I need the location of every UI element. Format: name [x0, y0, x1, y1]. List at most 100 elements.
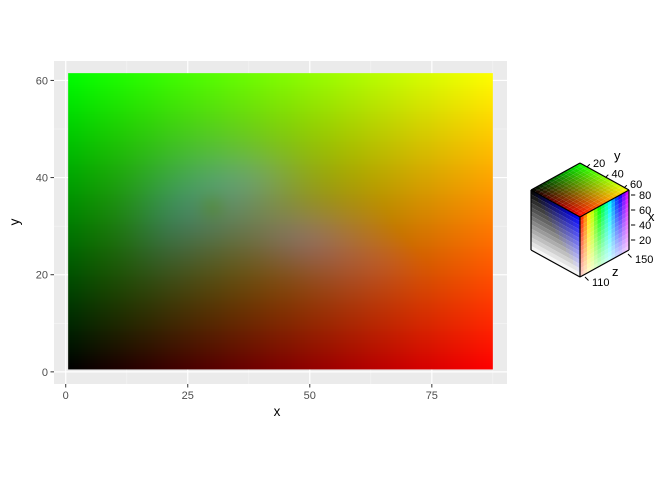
legend-cell-right: [604, 235, 608, 243]
legend-cell-right: [622, 239, 626, 246]
legend-tick-label: 40: [612, 169, 624, 181]
legend-cell-right: [590, 252, 594, 259]
legend-cell-right: [611, 223, 615, 230]
legend-cell-left: [555, 254, 559, 262]
legend-cell-left: [545, 236, 549, 243]
legend-cell-right: [622, 221, 626, 229]
legend-cell-top: [573, 203, 580, 208]
legend-cell-left: [531, 224, 535, 231]
legend-cell-top: [573, 184, 580, 189]
legend-cell-right: [580, 219, 584, 226]
legend-cell-left: [534, 204, 538, 211]
legend-cell-top: [566, 199, 573, 204]
legend-cell-left: [541, 234, 545, 241]
legend-cell-right: [604, 210, 608, 217]
legend-cell-top: [562, 186, 570, 190]
legend-cell-left: [548, 203, 552, 211]
legend-cell-right: [587, 224, 591, 231]
legend-cell-top: [573, 211, 580, 216]
legend-cell-right: [597, 252, 601, 259]
legend-cell-right: [590, 226, 594, 233]
legend-cell-top: [580, 203, 587, 208]
legend-cell-left: [555, 220, 559, 227]
legend-cell-left: [552, 210, 556, 217]
legend-cell-left: [541, 238, 545, 245]
legend-cell-top: [559, 176, 566, 181]
legend-cell-left: [534, 243, 538, 250]
legend-cell-left: [552, 214, 556, 221]
legend-cell-right: [604, 218, 608, 225]
legend-cell-left: [548, 221, 552, 228]
legend-cell-right: [590, 243, 594, 250]
legend-cell-left: [569, 262, 573, 269]
legend-cell-left: [545, 210, 549, 217]
legend-cell-left: [548, 212, 552, 219]
legend-cell-right: [611, 249, 615, 256]
legend-tick-label: 40: [639, 220, 651, 232]
legend-cell-left: [566, 260, 570, 267]
legend-cell-top: [562, 197, 570, 202]
legend-cell-top: [597, 174, 605, 179]
legend-tick-label: 150: [635, 254, 653, 266]
legend-cell-left: [576, 253, 580, 260]
legend-cell-left: [576, 232, 580, 239]
legend-cell-right: [611, 227, 615, 234]
legend-cell-left: [562, 245, 566, 253]
legend-cell-top: [583, 178, 591, 183]
legend-cell-top: [583, 190, 591, 194]
legend-edge: [579, 189, 630, 218]
legend-cell-top: [587, 172, 594, 177]
legend-cell-right: [615, 234, 619, 241]
legend-cell-right: [625, 237, 629, 244]
legend-cell-top: [573, 172, 580, 177]
legend-cell-left: [545, 227, 549, 234]
legend-cell-top: [576, 201, 584, 206]
legend-cell-top: [590, 186, 598, 190]
legend-cell-left: [573, 251, 577, 258]
legend-cell-top: [597, 201, 605, 206]
legend-cell-right: [583, 221, 587, 228]
legend-cell-right: [622, 204, 626, 211]
legend-cell-top: [569, 190, 577, 194]
legend-cell-top: [597, 178, 605, 183]
legend-cell-left: [534, 230, 538, 237]
legend-tick: [627, 253, 632, 258]
legend-cell-right: [608, 233, 612, 241]
legend-cell-top: [531, 188, 538, 192]
legend-cell-right: [583, 230, 587, 237]
legend-tick-label: 20: [593, 158, 605, 170]
legend-cell-left: [573, 221, 577, 228]
legend-cell-left: [559, 209, 563, 216]
legend-cell-right: [597, 235, 601, 242]
legend-cell-left: [562, 233, 566, 240]
legend-cell-left: [555, 242, 559, 249]
legend-cell-top: [552, 184, 559, 189]
legend-cell-right: [608, 203, 612, 211]
legend-cell-left: [531, 198, 535, 205]
legend-cell-right: [625, 232, 629, 240]
legend-cell-left: [559, 248, 563, 255]
legend-cell-top: [580, 199, 587, 204]
legend-cell-right: [583, 234, 587, 241]
legend-cell-left: [531, 220, 535, 227]
legend-cell-top: [573, 176, 580, 181]
legend-cell-left: [552, 240, 556, 247]
legend-cell-right: [625, 220, 629, 227]
legend-cell-left: [548, 229, 552, 236]
legend-cell-top: [597, 197, 605, 202]
legend-cell-top: [538, 188, 545, 192]
legend-cell-right: [608, 225, 612, 232]
x-axis: 0 25 50 75: [63, 384, 438, 402]
legend-cell-left: [541, 242, 545, 250]
legend-cell-right: [583, 217, 587, 224]
legend-cell-left: [541, 204, 545, 211]
legend-cell-right: [604, 227, 608, 234]
legend-cell-top: [569, 201, 577, 206]
legend-cell-left: [552, 248, 556, 255]
legend-cell-top: [590, 178, 598, 183]
legend-cell-right: [604, 240, 608, 247]
legend-cell-right: [594, 233, 598, 240]
legend-cell-left: [559, 231, 563, 238]
